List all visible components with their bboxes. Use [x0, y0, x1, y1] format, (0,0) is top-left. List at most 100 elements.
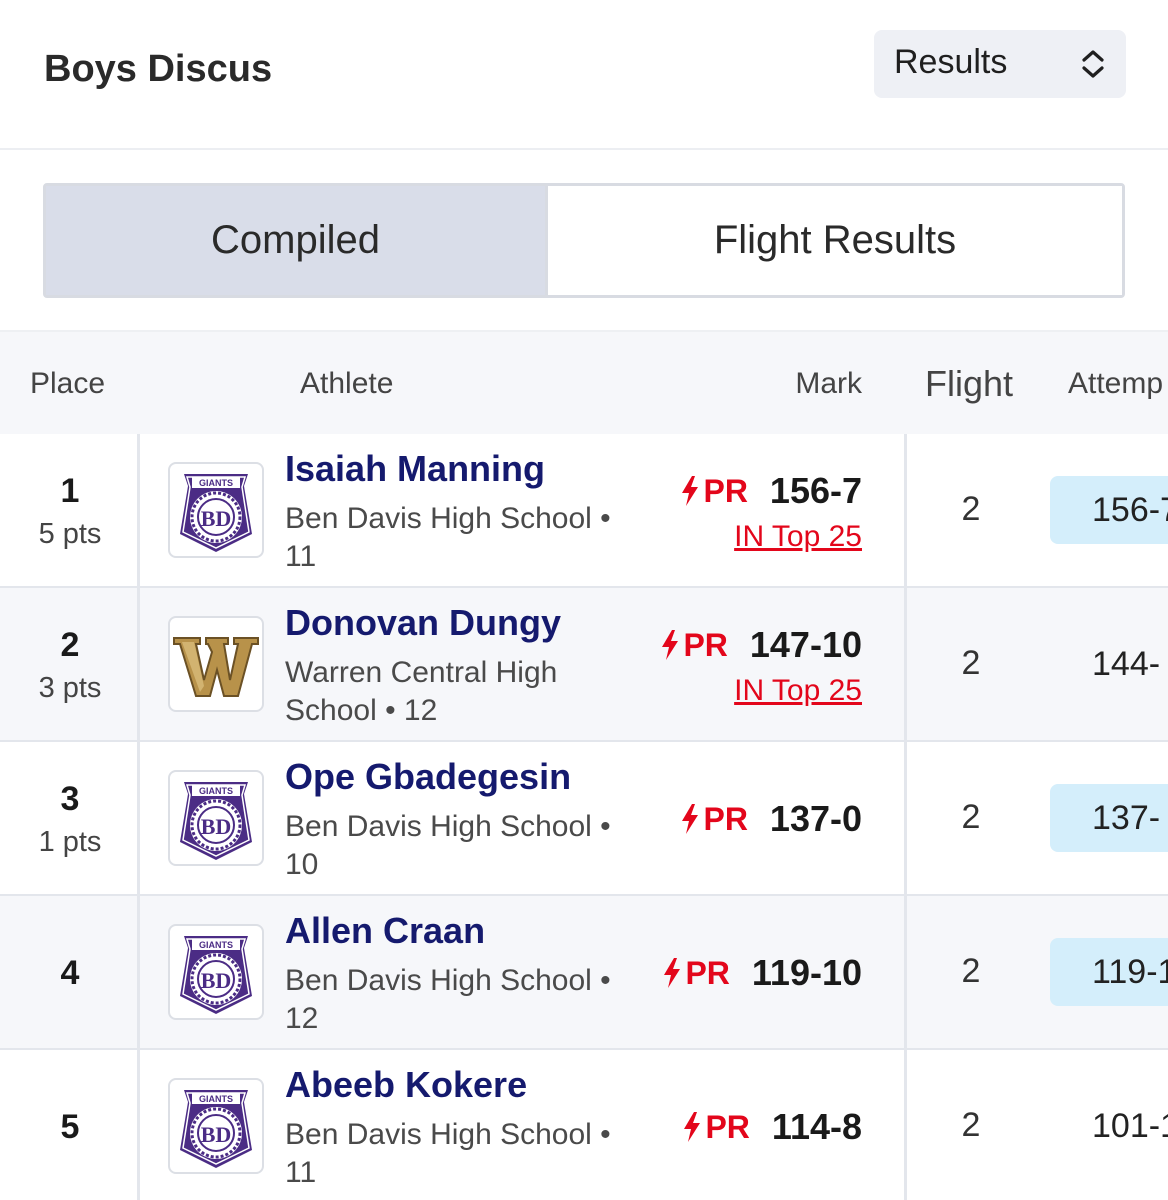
- results-tab-switcher: Compiled Flight Results: [43, 183, 1125, 298]
- team-logo[interactable]: GIANTS BD: [168, 1078, 264, 1174]
- logo-giants-text: GIANTS: [199, 478, 233, 488]
- tab-compiled[interactable]: Compiled: [46, 186, 548, 295]
- athlete-school-grade: Ben Davis High School • 12: [285, 964, 611, 1035]
- mark-cell: PR 147-10: [660, 624, 862, 666]
- place-points: 5 pts: [38, 518, 102, 550]
- place-cell: 3 1 pts: [0, 742, 140, 894]
- flight-value: 2: [961, 644, 981, 682]
- table-row[interactable]: 4 GIANTS BD Allen Craan Ben Davis High S…: [0, 896, 1168, 1050]
- place-number: 2: [60, 626, 80, 664]
- place-cell: 2 3 pts: [0, 588, 140, 740]
- ben-davis-giants-logo: GIANTS BD: [180, 936, 252, 1014]
- flight-value: 2: [961, 1106, 981, 1144]
- team-logo[interactable]: GIANTS BD: [168, 770, 264, 866]
- column-divider: [904, 742, 907, 894]
- mark-cell: PR 114-8: [682, 1106, 862, 1148]
- place-number: 1: [60, 472, 80, 510]
- place-cell: 1 5 pts: [0, 434, 140, 586]
- mark-value: 137-0: [769, 798, 862, 839]
- top-25-link[interactable]: IN Top 25: [734, 520, 862, 553]
- column-divider: [904, 1050, 907, 1200]
- ben-davis-giants-logo: GIANTS BD: [180, 782, 252, 860]
- mark-value: 119-10: [751, 952, 862, 993]
- pr-badge: PR: [662, 954, 730, 992]
- attempt-value: 156-7: [1050, 476, 1168, 544]
- table-header: Place Athlete Mark Flight Attemp: [0, 330, 1168, 434]
- place-number: 5: [60, 1108, 80, 1146]
- table-row[interactable]: 2 3 pts Donovan Dungy Warren Central Hig…: [0, 588, 1168, 742]
- team-logo[interactable]: GIANTS BD: [168, 924, 264, 1020]
- table-row[interactable]: 1 5 pts GIANTS BD Isaiah Manning Ben Dav…: [0, 434, 1168, 588]
- attempt-value: 137-: [1050, 784, 1168, 852]
- ben-davis-giants-logo: GIANTS BD: [180, 474, 252, 552]
- pr-label: PR: [703, 472, 748, 509]
- column-header-athlete[interactable]: Athlete: [300, 367, 394, 400]
- logo-monogram: BD: [201, 968, 232, 993]
- athlete-name-link[interactable]: Isaiah Manning: [285, 448, 546, 489]
- lightning-bolt-icon: [662, 630, 679, 660]
- athlete-name-link[interactable]: Abeeb Kokere: [285, 1064, 528, 1105]
- top-25-link[interactable]: IN Top 25: [734, 674, 862, 707]
- column-header-mark[interactable]: Mark: [795, 367, 862, 400]
- view-select-value: Results: [894, 43, 1008, 81]
- pr-badge: PR: [680, 472, 748, 510]
- logo-monogram: BD: [201, 814, 232, 839]
- table-row[interactable]: 3 1 pts GIANTS BD Ope Gbadegesin Ben Dav…: [0, 742, 1168, 896]
- athlete-name-link[interactable]: Donovan Dungy: [285, 602, 561, 643]
- place-cell: 4: [0, 896, 140, 1048]
- athlete-school-grade: Ben Davis High School • 11: [285, 502, 611, 573]
- table-row[interactable]: 5 GIANTS BD Abeeb Kokere Ben Davis High …: [0, 1050, 1168, 1200]
- pr-label: PR: [703, 800, 748, 837]
- mark-value: 156-7: [769, 470, 862, 511]
- page-title: Boys Discus: [44, 48, 273, 90]
- team-logo[interactable]: GIANTS BD: [168, 462, 264, 558]
- athlete-school-grade: Ben Davis High School • 11: [285, 1118, 611, 1189]
- mark-value: 114-8: [771, 1106, 862, 1147]
- attempt-value: 144-: [1092, 645, 1161, 683]
- results-table: Place Athlete Mark Flight Attemp 1 5 pts…: [0, 330, 1168, 1200]
- column-divider: [904, 588, 907, 740]
- place-points: 1 pts: [38, 826, 102, 858]
- athlete-name-link[interactable]: Ope Gbadegesin: [285, 756, 572, 797]
- flight-value: 2: [961, 490, 981, 528]
- place-number: 3: [60, 780, 80, 818]
- column-header-place[interactable]: Place: [30, 367, 106, 400]
- tab-flight-results[interactable]: Flight Results: [548, 186, 1122, 295]
- pr-label: PR: [705, 1108, 750, 1145]
- pr-label: PR: [683, 626, 728, 663]
- place-points: 3 pts: [38, 672, 102, 704]
- pr-badge: PR: [680, 800, 748, 838]
- mark-cell: PR 137-0: [680, 798, 862, 840]
- place-number: 4: [60, 954, 80, 992]
- logo-monogram: BD: [201, 506, 232, 531]
- pr-label: PR: [685, 954, 730, 991]
- column-header-flight[interactable]: Flight: [925, 363, 1014, 404]
- lightning-bolt-icon: [682, 476, 699, 506]
- lightning-bolt-icon: [664, 958, 681, 988]
- athlete-school-grade: Warren Central High School • 12: [285, 656, 558, 727]
- athlete-name-link[interactable]: Allen Craan: [285, 910, 486, 951]
- logo-giants-text: GIANTS: [199, 940, 233, 950]
- warren-central-logo: [173, 637, 259, 697]
- lightning-bolt-icon: [684, 1112, 701, 1142]
- logo-monogram: BD: [201, 1122, 232, 1147]
- team-logo[interactable]: [168, 616, 264, 712]
- pr-badge: PR: [682, 1108, 750, 1146]
- chevron-up-down-icon: [1082, 50, 1104, 78]
- view-select-dropdown[interactable]: Results: [874, 30, 1126, 98]
- pr-badge: PR: [660, 626, 728, 664]
- logo-giants-text: GIANTS: [199, 1094, 233, 1104]
- mark-value: 147-10: [749, 624, 862, 665]
- lightning-bolt-icon: [682, 804, 699, 834]
- column-divider: [904, 434, 907, 586]
- page-header: Boys Discus Results: [0, 0, 1168, 150]
- attempt-value: 119-1: [1050, 938, 1168, 1006]
- column-header-attempts[interactable]: Attemp: [1068, 367, 1164, 400]
- place-cell: 5: [0, 1050, 140, 1200]
- column-divider: [904, 896, 907, 1048]
- attempt-value: 101-1: [1092, 1107, 1168, 1145]
- mark-cell: PR 119-10: [662, 952, 862, 994]
- ben-davis-giants-logo: GIANTS BD: [180, 1090, 252, 1168]
- flight-value: 2: [961, 798, 981, 836]
- logo-giants-text: GIANTS: [199, 786, 233, 796]
